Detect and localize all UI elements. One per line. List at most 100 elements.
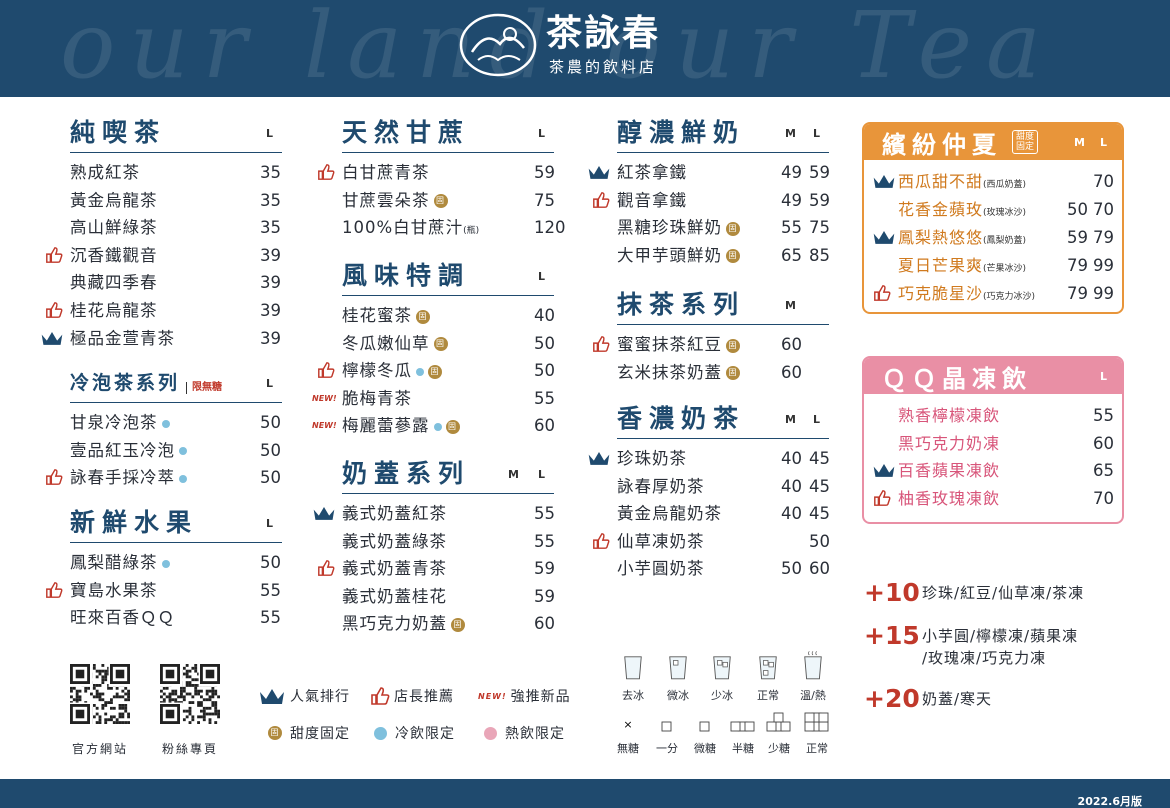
cold-dot-icon	[433, 422, 442, 431]
menu-item[interactable]: 寶島水果茶 55	[46, 577, 282, 605]
brand-logo: 茶詠春 茶農的飲料店	[458, 12, 660, 78]
qr-code-fan-page[interactable]	[160, 664, 226, 730]
section-fresh-milk: 醇濃鮮奶 M L 紅茶拿鐵 49 59 觀音拿鐵 49 59 黑糖珍珠鮮奶固 55 75 大甲芋頭鮮奶固…	[588, 117, 830, 270]
menu-item[interactable]: 桂花烏龍茶 39	[46, 297, 282, 325]
item-name: 紅茶拿鐵	[617, 163, 687, 182]
new-badge: NEW!	[312, 393, 337, 403]
section-header: 風味特調 L	[342, 260, 554, 296]
cold-dot-icon	[179, 474, 187, 483]
crown-icon	[260, 689, 284, 704]
item-note: (瓶)	[463, 226, 480, 237]
menu-item[interactable]: 花香金蘋玫(玫瑰冰沙) 50 70	[864, 196, 1122, 224]
crown-icon	[313, 507, 335, 520]
menu-item[interactable]: 義式奶蓋綠茶 55	[342, 528, 555, 556]
menu-item[interactable]: 仙草凍奶茶 50	[593, 528, 830, 556]
menu-item[interactable]: 大甲芋頭鮮奶固 65 85	[617, 242, 830, 270]
item-price-m: 59	[534, 559, 555, 579]
qr-code-official-site[interactable]	[70, 664, 136, 730]
item-price-m: 49	[781, 190, 802, 210]
item-price-l: 99	[1093, 256, 1114, 275]
section-flavor: 風味特調 L 桂花蜜茶固 40 冬瓜嫩仙草固 50 檸檬冬瓜固 50 NEW! 脆梅青茶 55 NEW…	[312, 260, 555, 440]
item-list: 甘泉冷泡茶 50 壹品紅玉冷泡 50 詠春手採冷萃 50	[46, 409, 282, 492]
menu-item[interactable]: 白甘蔗青茶 59	[318, 159, 555, 187]
item-name: 蜜蜜抹茶紅豆固	[617, 331, 740, 358]
menu-item[interactable]: 巧克脆星沙(巧克力冰沙) 79 99	[864, 280, 1122, 308]
new-badge: NEW!	[312, 421, 337, 431]
menu-item[interactable]: 詠春厚奶茶 40 45	[617, 473, 830, 501]
menu-item[interactable]: 100%白甘蔗汁(瓶) 120	[342, 214, 566, 242]
menu-item[interactable]: 黑巧克力奶蓋固 60	[342, 610, 555, 638]
menu-item[interactable]: 桂花蜜茶固 40	[342, 302, 555, 330]
item-name: 巧克脆星沙(巧克力冰沙)	[898, 284, 1036, 303]
item-name: 百香蘋果凍飲	[898, 461, 1001, 480]
menu-item[interactable]: 百香蘋果凍飲 65	[864, 457, 1122, 485]
menu-item[interactable]: 義式奶蓋紅茶 55	[313, 500, 555, 528]
menu-item[interactable]: 黃金烏龍茶 35	[70, 187, 282, 215]
size-header-l: L	[538, 270, 546, 283]
item-name: 詠春厚奶茶	[617, 476, 705, 496]
menu-item[interactable]: 珍珠奶茶 40 45	[588, 445, 830, 473]
item-price-l: 60	[1093, 433, 1114, 453]
item-note: (西瓜奶蓋)	[983, 180, 1027, 190]
sugar-level-3: 半糖	[726, 708, 760, 756]
menu-item[interactable]: 義式奶蓋桂花 59	[342, 583, 555, 611]
item-name: 黑巧克力奶凍	[898, 433, 1001, 453]
size-header-m: M	[1074, 136, 1085, 149]
menu-item[interactable]: 極品金萱青茶 39	[41, 325, 282, 353]
ice-level-2: 少冰	[702, 650, 742, 703]
item-name: 旺來百香ＱＱ	[70, 608, 175, 628]
menu-item[interactable]: 鳳梨醋綠茶 50	[70, 549, 282, 577]
menu-item[interactable]: 冬瓜嫩仙草固 50	[342, 330, 555, 358]
thumbs-up-icon	[318, 560, 335, 577]
ice-level-label: 少冰	[711, 689, 733, 702]
menu-item[interactable]: 熟成紅茶 35	[70, 159, 282, 187]
section-title: 醇濃鮮奶	[617, 118, 746, 147]
sugar-level-0: × 無糖	[611, 708, 645, 756]
legend-sweet-fixed-label: 甜度固定	[290, 726, 350, 742]
item-list: 紅茶拿鐵 49 59 觀音拿鐵 49 59 黑糖珍珠鮮奶固 55 75 大甲芋頭鮮奶固 65 85	[588, 159, 830, 270]
item-price-l: 35	[260, 190, 281, 210]
logo-emblem-icon	[459, 13, 537, 77]
ice-level-0: 去冰	[613, 650, 653, 703]
menu-item[interactable]: 柚香玫瑰凍飲 70	[864, 485, 1122, 513]
menu-item[interactable]: 紅茶拿鐵 49 59	[588, 159, 830, 187]
item-name: 甘泉冷泡茶	[70, 409, 170, 436]
item-price-m: 60	[534, 614, 555, 634]
menu-item[interactable]: 檸檬冬瓜固 50	[318, 357, 555, 385]
menu-item[interactable]: 甘蔗雲朵茶固 75	[342, 187, 555, 215]
menu-item[interactable]: 西瓜甜不甜(西瓜奶蓋) 70	[864, 168, 1122, 196]
item-name: 白甘蔗青茶	[342, 163, 430, 182]
menu-item[interactable]: 典藏四季春 39	[70, 269, 282, 297]
menu-item[interactable]: 義式奶蓋青茶 59	[318, 555, 555, 583]
menu-item[interactable]: 詠春手採冷萃 50	[46, 464, 282, 492]
sugar-level-label: 少糖	[768, 742, 790, 755]
menu-item[interactable]: NEW! 脆梅青茶 55	[312, 385, 555, 413]
menu-item[interactable]: 沉香鐵觀音 39	[46, 242, 282, 270]
menu-item[interactable]: 黃金烏龍奶茶 40 45	[617, 500, 830, 528]
menu-item[interactable]: 鳳梨熱悠悠(鳳梨奶蓋) 59 79	[864, 224, 1122, 252]
menu-item[interactable]: 旺來百香ＱＱ 55	[70, 604, 282, 632]
menu-item[interactable]: 夏日芒果爽(芒果冰沙) 79 99	[864, 252, 1122, 280]
menu-item[interactable]: 甘泉冷泡茶 50	[70, 409, 282, 437]
menu-item[interactable]: 黑巧克力奶凍 60	[864, 430, 1122, 458]
menu-item[interactable]: 觀音拿鐵 49 59	[593, 187, 830, 215]
item-price-l: 50	[809, 531, 830, 551]
menu-item[interactable]: 黑糖珍珠鮮奶固 55 75	[617, 214, 830, 242]
menu-item[interactable]: 高山鮮綠茶 35	[70, 214, 282, 242]
legend-recommend-label: 店長推薦	[394, 689, 454, 705]
item-price-m: 59	[534, 586, 555, 606]
item-price-m: 55	[781, 218, 802, 238]
menu-item[interactable]: 小芋圓奶茶 50 60	[617, 555, 830, 583]
item-list: 熟香檸檬凍飲 55 黑巧克力奶凍 60 百香蘋果凍飲 65 柚香玫瑰凍飲 70	[864, 402, 1122, 512]
menu-item[interactable]: NEW! 梅麗蕾蔘露固 60	[312, 412, 555, 440]
menu-item[interactable]: 熟香檸檬凍飲 55	[864, 402, 1122, 430]
item-note: (芒果冰沙)	[983, 264, 1027, 274]
menu-item[interactable]: 玄米抹茶奶蓋固 60	[617, 359, 829, 387]
item-name: 脆梅青茶	[342, 388, 412, 408]
legend-recommend: 店長推薦	[370, 686, 454, 706]
brand-tagline: 茶農的飲料店	[549, 57, 658, 76]
menu-item[interactable]: 壹品紅玉冷泡 50	[70, 437, 282, 465]
ice-level-label: 正常	[757, 689, 779, 702]
menu-item[interactable]: 蜜蜜抹茶紅豆固 60	[593, 331, 829, 359]
section-title: 香濃奶茶	[617, 404, 746, 433]
